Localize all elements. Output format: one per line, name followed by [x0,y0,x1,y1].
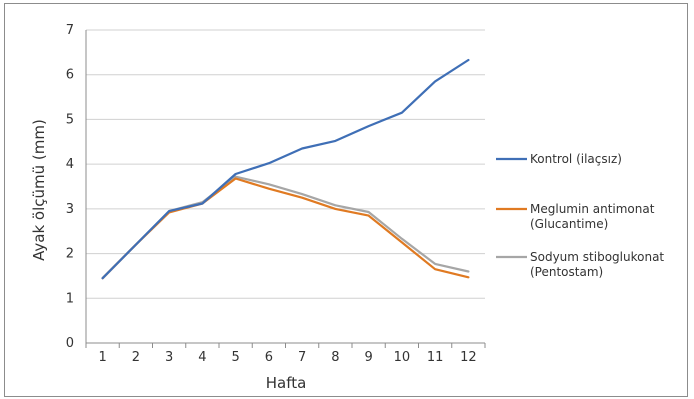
chart-frame [4,3,688,397]
x-tick-label: 5 [231,350,239,365]
x-tick-label: 7 [298,350,306,365]
x-tick-label: 3 [165,350,173,365]
gridlines [86,29,485,299]
legend: Kontrol (ilaçsız) Meglumin antimonat (Gluc… [496,152,664,279]
y-tick-label: 4 [66,157,74,172]
x-tick-label: 6 [265,350,273,365]
y-tick-label: 6 [66,68,74,83]
x-tick-label: 12 [460,350,477,365]
y-axis-title: Ayak ölçümü (mm) [30,119,48,261]
y-tick-label: 2 [66,247,74,262]
legend-label-1: Kontrol (ilaçsız) [530,152,622,166]
x-tick-label: 10 [394,350,411,365]
x-tick-label: 8 [331,350,339,365]
x-axis-title: Hafta [266,374,307,392]
x-tick-label: 11 [427,350,444,365]
x-tick-label: 4 [198,350,206,365]
legend-label-3: Sodyum stiboglukonat (Pentostam) [530,250,664,279]
y-tick-label: 3 [66,202,74,217]
y-tick-label: 7 [66,23,74,38]
x-tick-label: 2 [132,350,140,365]
series-line-3 [101,175,470,280]
y-tick-label: 0 [66,336,74,351]
series-lines [101,58,470,280]
series-line-2 [101,177,470,280]
y-tick-label: 1 [66,291,74,306]
x-tick-label: 9 [364,350,372,365]
legend-label-2: Meglumin antimonat (Glucantime) [530,202,655,231]
series-line-1 [101,58,470,280]
x-tick-label: 1 [98,350,106,365]
y-tick-label: 5 [66,112,74,127]
